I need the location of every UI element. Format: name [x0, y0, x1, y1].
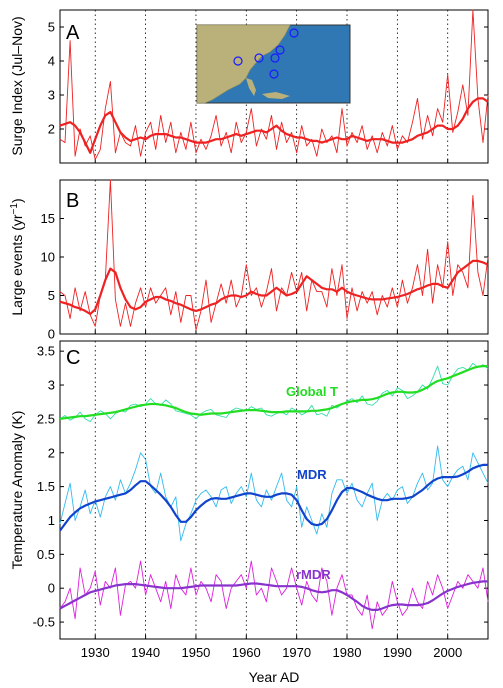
panel-a: 2 3 4 5 A Surge Index (Jul–Nov) [9, 9, 489, 164]
rmdr-label: rMDR [296, 567, 331, 582]
y-tick-label: 0 [48, 327, 55, 342]
y-tick-label: 10 [41, 250, 55, 265]
panel-c-frame [59, 340, 489, 640]
panel-c-series-4-line [59, 560, 489, 630]
y-tick-label: 15 [41, 211, 55, 226]
y-tick-label: 4 [48, 54, 55, 69]
cuba-landmass [262, 92, 290, 99]
panel-b-series-1-line [59, 259, 489, 316]
global-t-label: Global T [286, 384, 338, 399]
y-tick-label: 2.5 [37, 411, 55, 426]
panel-c-series-3-line [59, 463, 488, 532]
panel-a-y-axis-label: Surge Index (Jul–Nov) [9, 16, 25, 155]
panel-a-frame [59, 9, 489, 164]
y-tick-label: -0.5 [33, 615, 55, 630]
x-tick-label: 1950 [181, 645, 210, 660]
y-tick-label: 5 [48, 20, 55, 35]
panel-c-y-axis-label: Temperature Anomaly (K) [9, 411, 25, 570]
station-marker [233, 56, 243, 66]
y-tick-label: 2 [48, 445, 55, 460]
panel-c-plot [59, 362, 489, 630]
station-marker [275, 45, 285, 55]
mdr-label: MDR [297, 467, 327, 482]
x-tick-label: 1960 [232, 645, 261, 660]
y-tick-label: 0 [48, 581, 55, 596]
x-axis-label: Year AD [249, 669, 300, 685]
panel-c-letter: C [66, 347, 80, 369]
panel-a-series-0-line [59, 9, 489, 161]
y-tick-label: 1.5 [37, 479, 55, 494]
y-tick-label: 1 [48, 513, 55, 528]
map-inset [196, 24, 351, 104]
y-tick-label: 3.5 [37, 344, 55, 359]
panel-c-y-ticks: -0.5 0 0.5 1 1.5 2 2.5 3 3.5 [33, 344, 488, 630]
panel-b-y-ticks: 0 5 10 15 [41, 211, 488, 342]
north-america-landmass [196, 24, 291, 104]
station-marker [289, 28, 299, 38]
y-tick-label: 2 [48, 122, 55, 137]
panel-c: -0.5 0 0.5 1 1.5 2 2.5 3 3.5 C Temperature Anoma… [9, 340, 489, 640]
panel-b: 0 5 10 15 B Large events (yr−1) [9, 179, 489, 342]
station-marker [254, 53, 264, 63]
panel-b-plot [59, 179, 489, 331]
x-axis-ticks: 1930 1940 1950 1960 1970 1980 1990 2000 [81, 645, 462, 660]
panel-b-letter: B [66, 190, 79, 212]
panel-a-plot [59, 9, 489, 161]
station-marker [270, 53, 280, 63]
panel-b-series-0-line [59, 179, 489, 331]
y-tick-label: 3 [48, 378, 55, 393]
panel-b-y-axis-label: Large events (yr−1) [9, 198, 25, 315]
panel-c-series-5-line [59, 580, 488, 612]
florida-landmass [246, 78, 256, 96]
x-tick-label: 1980 [333, 645, 362, 660]
panel-b-grid [94, 180, 449, 334]
x-tick-label: 1930 [81, 645, 110, 660]
panel-a-letter: A [66, 22, 80, 44]
x-tick-label: 1970 [282, 645, 311, 660]
panel-c-grid [94, 341, 449, 639]
station-marker [269, 69, 279, 79]
x-tick-label: 2000 [433, 645, 462, 660]
y-tick-label: 3 [48, 88, 55, 103]
x-tick-label: 1940 [131, 645, 160, 660]
panel-c-series-1-line [59, 365, 488, 420]
x-tick-label: 1990 [383, 645, 412, 660]
panel-a-series-1-line [59, 97, 489, 154]
y-tick-label: 0.5 [37, 547, 55, 562]
panel-c-series-2-line [59, 445, 489, 542]
y-tick-label: 5 [48, 288, 55, 303]
